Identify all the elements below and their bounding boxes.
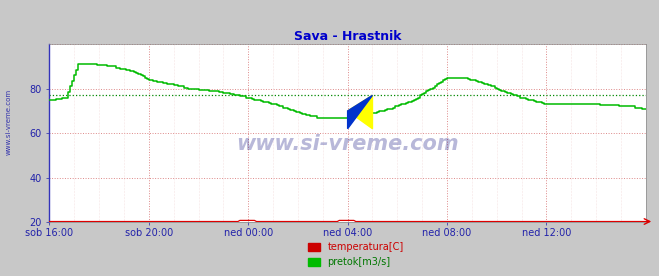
Title: Sava - Hrastnik: Sava - Hrastnik (294, 30, 401, 43)
Polygon shape (348, 95, 372, 129)
Text: www.si-vreme.com: www.si-vreme.com (237, 134, 459, 154)
Polygon shape (348, 95, 372, 129)
Text: www.si-vreme.com: www.si-vreme.com (5, 88, 11, 155)
Legend: temperatura[C], pretok[m3/s]: temperatura[C], pretok[m3/s] (304, 238, 408, 271)
